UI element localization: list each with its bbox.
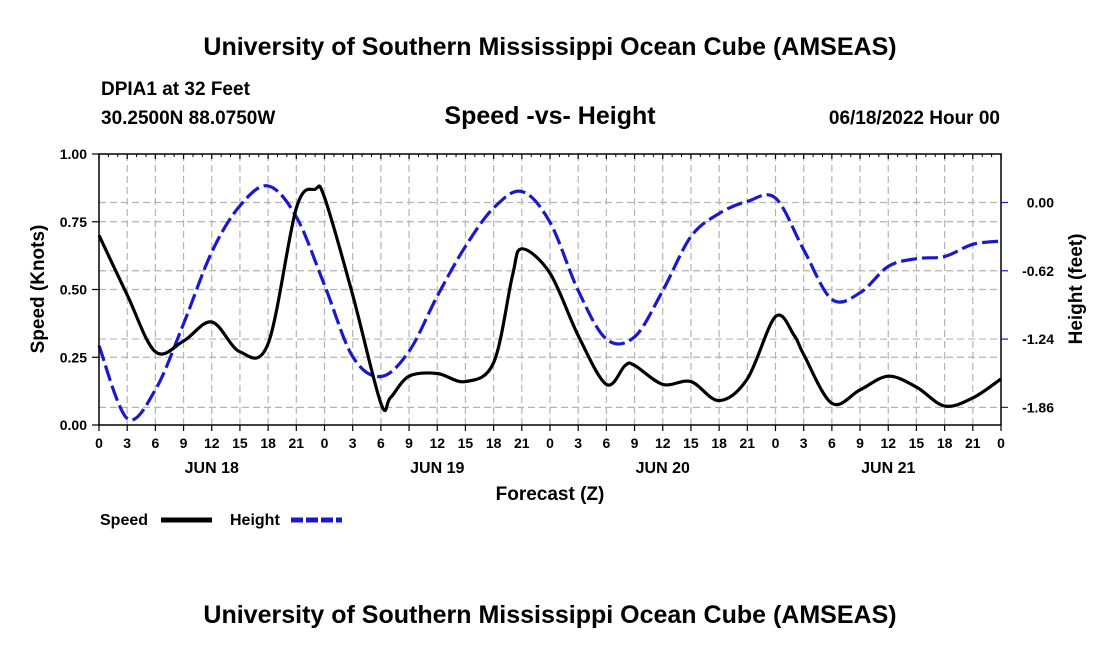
date-label: JUN 21 bbox=[861, 460, 915, 477]
x-tick-label: 21 bbox=[965, 435, 981, 451]
date-label: JUN 20 bbox=[636, 460, 690, 477]
x-tick-label: 18 bbox=[260, 435, 276, 451]
x-tick-label: 15 bbox=[458, 435, 474, 451]
y-tick-label: 0.25 bbox=[60, 349, 87, 365]
x-tick-label: 3 bbox=[123, 435, 131, 451]
axes: 0 3 6 9 12 15 18 21 0 3 6 9 12 15 18 21 0 3 6 9 12 15 18 21 0 3 6 9… bbox=[60, 146, 1054, 477]
y-tick-label: 0.75 bbox=[60, 214, 87, 230]
page-title-top: University of Southern Mississippi Ocean… bbox=[203, 33, 896, 61]
x-tick-label: 18 bbox=[711, 435, 727, 451]
y2-tick-label: -1.24 bbox=[1022, 331, 1054, 347]
x-tick-label: 6 bbox=[377, 435, 385, 451]
station-label: DPIA1 at 32 Feet bbox=[101, 79, 251, 100]
x-tick-label: 0 bbox=[95, 435, 103, 451]
x-tick-label: 12 bbox=[880, 435, 896, 451]
date-label: JUN 19 bbox=[410, 460, 464, 477]
x-tick-label: 9 bbox=[856, 435, 864, 451]
x-tick-label: 9 bbox=[180, 435, 188, 451]
legend-label-height: Height bbox=[230, 512, 280, 529]
height-series-line bbox=[97, 184, 1002, 422]
x-tick-label: 15 bbox=[232, 435, 248, 451]
x-tick-label: 9 bbox=[631, 435, 639, 451]
x-tick-label: 21 bbox=[514, 435, 530, 451]
y2-tick-label: 0.00 bbox=[1027, 194, 1054, 210]
x-tick-label: 3 bbox=[800, 435, 808, 451]
x-axis-title: Forecast (Z) bbox=[496, 484, 605, 505]
x-tick-label: 6 bbox=[828, 435, 836, 451]
x-tick-label: 12 bbox=[204, 435, 220, 451]
date-label: JUN 18 bbox=[185, 460, 239, 477]
run-time-label: 06/18/2022 Hour 00 bbox=[829, 108, 1000, 129]
x-tick-label: 6 bbox=[602, 435, 610, 451]
legend: Speed Height bbox=[100, 512, 342, 529]
x-tick-label: 18 bbox=[937, 435, 953, 451]
x-tick-label: 6 bbox=[151, 435, 159, 451]
legend-label-speed: Speed bbox=[100, 512, 148, 529]
y-tick-label: 1.00 bbox=[60, 146, 87, 162]
chart-title: Speed -vs- Height bbox=[444, 102, 656, 130]
x-tick-label: 0 bbox=[321, 435, 329, 451]
y-axis-title: Speed (Knots) bbox=[28, 225, 49, 354]
series-layer bbox=[97, 184, 1002, 422]
x-tick-label: 0 bbox=[546, 435, 554, 451]
x-tick-label: 0 bbox=[772, 435, 780, 451]
x-tick-label: 21 bbox=[740, 435, 756, 451]
x-tick-label: 9 bbox=[405, 435, 413, 451]
y-tick-label: 0.50 bbox=[60, 282, 87, 298]
x-tick-label: 12 bbox=[655, 435, 671, 451]
x-tick-label: 15 bbox=[683, 435, 699, 451]
x-tick-label: 0 bbox=[997, 435, 1005, 451]
x-tick-label: 12 bbox=[429, 435, 445, 451]
page-title-bottom: University of Southern Mississippi Ocean… bbox=[203, 601, 896, 629]
y2-axis-title: Height (feet) bbox=[1066, 234, 1087, 345]
x-tick-label: 21 bbox=[289, 435, 305, 451]
x-tick-label: 18 bbox=[486, 435, 502, 451]
speed-series-line bbox=[97, 184, 1002, 412]
x-tick-label: 3 bbox=[349, 435, 357, 451]
station-coordinates: 30.2500N 88.0750W bbox=[101, 108, 275, 129]
y2-tick-label: -1.86 bbox=[1022, 399, 1054, 415]
x-tick-label: 3 bbox=[574, 435, 582, 451]
y2-tick-label: -0.62 bbox=[1022, 263, 1054, 279]
y-tick-label: 0.00 bbox=[60, 417, 87, 433]
gridlines bbox=[99, 154, 1001, 425]
x-tick-label: 15 bbox=[909, 435, 925, 451]
